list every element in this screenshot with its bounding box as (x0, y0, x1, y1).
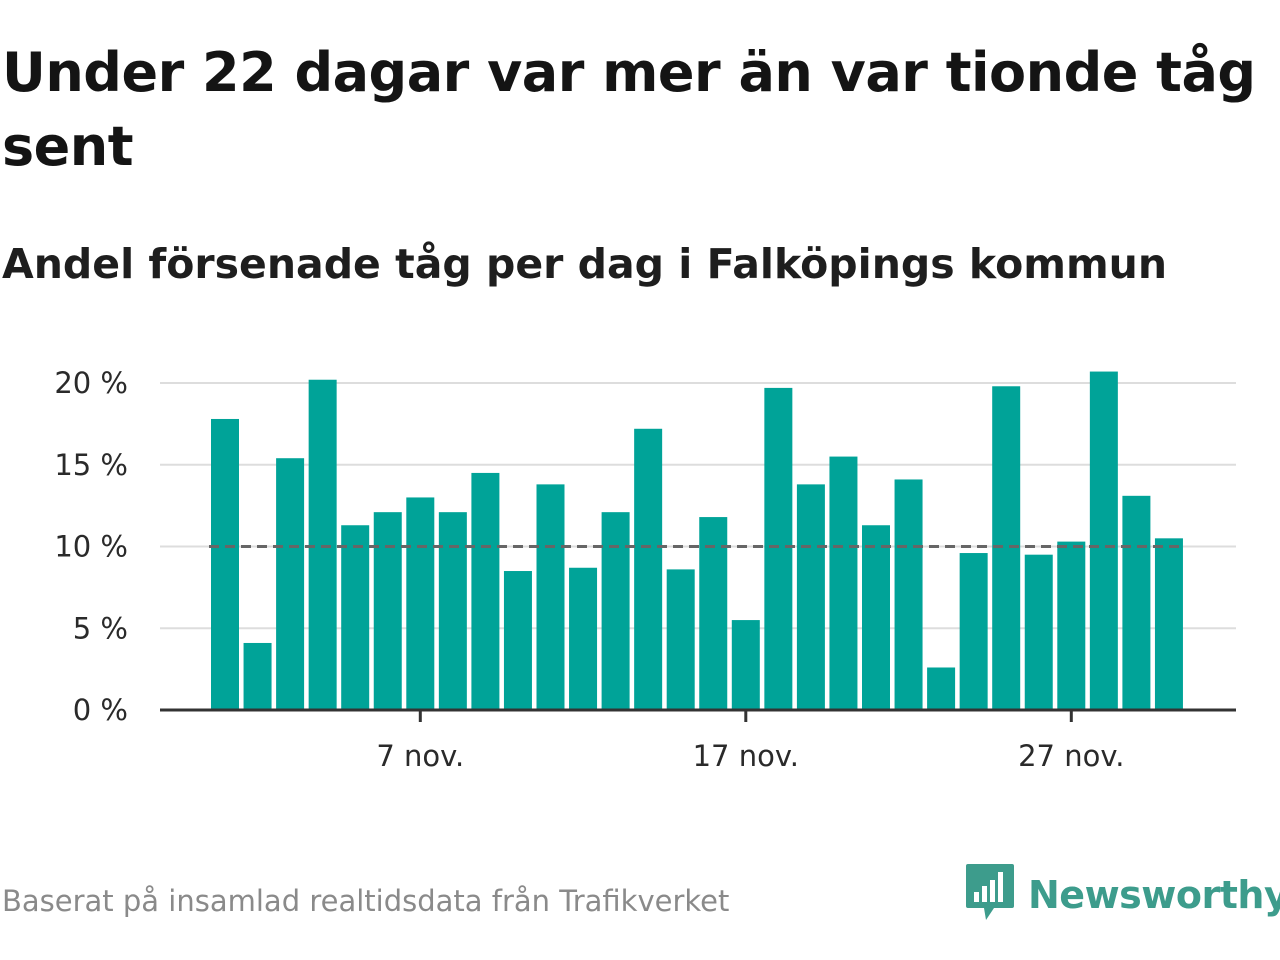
y-tick-label: 5 % (73, 611, 128, 645)
bar-day-27 (1057, 541, 1086, 710)
chart-subtitle: Andel försenade tåg per dag i Falköpings… (2, 240, 1168, 288)
x-tick-label: 17 nov. (693, 739, 799, 773)
bar-day-22 (894, 479, 923, 710)
newsworthy-logo-icon (964, 862, 1016, 928)
bar-day-19 (796, 484, 825, 710)
x-tick-label: 7 nov. (376, 739, 464, 773)
y-tick-label: 0 % (73, 693, 128, 727)
bar-day-24 (959, 553, 988, 710)
bar-day-26 (1024, 554, 1053, 710)
bar-day-23 (927, 667, 956, 710)
bar-day-17 (731, 620, 760, 710)
bar-day-8 (438, 512, 467, 710)
x-tick-label: 27 nov. (1018, 739, 1124, 773)
bar-day-20 (829, 456, 858, 710)
bar-day-2 (243, 642, 272, 710)
y-tick-labels: 0 % 5 % 10 % 15 % 20 % (54, 366, 128, 727)
bar-day-30 (1154, 538, 1183, 710)
bar-day-18 (764, 387, 793, 710)
chart-title: Under 22 dagar var mer än var tionde tåg… (2, 41, 1256, 178)
brand-logo[interactable]: Newsworthy (964, 862, 1280, 928)
y-tick-label: 15 % (54, 448, 128, 482)
bar-day-28 (1089, 371, 1118, 710)
bar-day-4 (308, 379, 337, 710)
axes (160, 708, 1236, 722)
y-tick-label: 20 % (54, 366, 128, 400)
bar-day-5 (341, 525, 370, 710)
bar-day-21 (862, 525, 890, 710)
bar-day-12 (569, 567, 598, 710)
bar-day-15 (666, 569, 695, 710)
bar-day-10 (503, 571, 532, 710)
source-note: Baserat på insamlad realtidsdata från Tr… (2, 884, 730, 918)
brand-name: Newsworthy (1028, 873, 1280, 917)
bar-day-7 (406, 497, 435, 710)
bar-day-6 (373, 512, 402, 710)
bar-day-29 (1122, 495, 1151, 710)
bar-day-3 (276, 458, 305, 710)
bar-chart: 0 % 5 % 10 % 15 % 20 % 7 nov. 17 nov. 27 nov. (54, 366, 1236, 773)
bar-day-11 (536, 484, 565, 710)
bars (211, 371, 1183, 710)
bar-day-14 (634, 428, 663, 710)
bar-day-13 (601, 512, 630, 710)
bar-day-25 (992, 386, 1021, 710)
bar-day-1 (211, 418, 239, 710)
y-tick-label: 10 % (54, 530, 128, 564)
bar-day-16 (699, 517, 728, 710)
x-tick-labels: 7 nov. 17 nov. 27 nov. (376, 739, 1124, 773)
bar-day-9 (471, 472, 500, 710)
